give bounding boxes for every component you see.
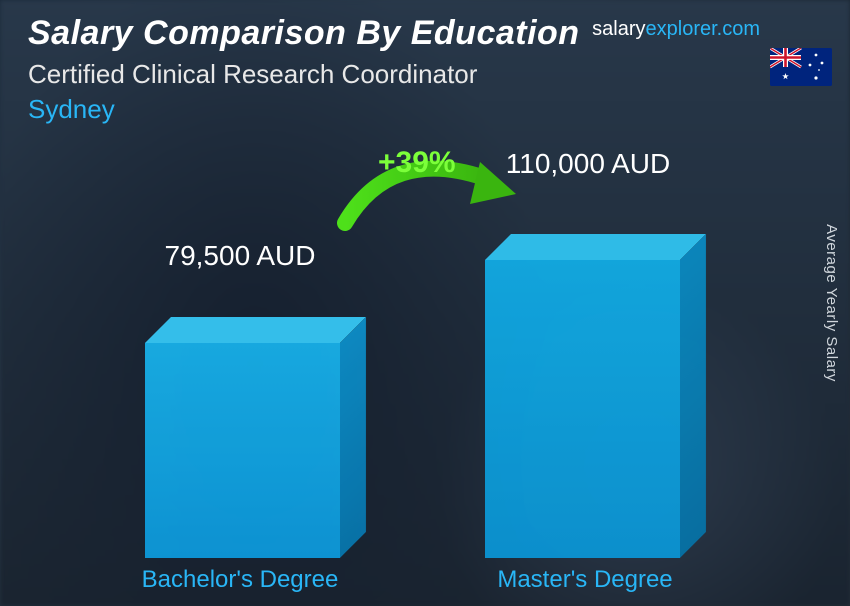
bar-front-face bbox=[485, 260, 680, 558]
bar-masters bbox=[485, 260, 680, 558]
bar-top-face bbox=[145, 317, 366, 343]
brand-logo: salaryexplorer.com bbox=[592, 18, 760, 41]
page-subtitle: Certified Clinical Research Coordinator bbox=[28, 59, 830, 90]
location-label: Sydney bbox=[28, 94, 830, 125]
brand-suffix: explorer.com bbox=[646, 18, 761, 40]
category-label-masters: Master's Degree bbox=[455, 566, 715, 594]
category-label-bachelors: Bachelor's Degree bbox=[110, 566, 370, 594]
bar-chart: 79,500 AUD Bachelor's Degree 110,000 AUD… bbox=[0, 140, 850, 606]
bar-side-face bbox=[680, 234, 706, 558]
bar-front-face bbox=[145, 343, 340, 558]
delta-label: +39% bbox=[378, 146, 456, 180]
bar-bachelors bbox=[145, 343, 340, 558]
flag-icon bbox=[770, 48, 832, 86]
brand-prefix: salary bbox=[592, 18, 645, 40]
bar-side-face bbox=[340, 317, 366, 558]
